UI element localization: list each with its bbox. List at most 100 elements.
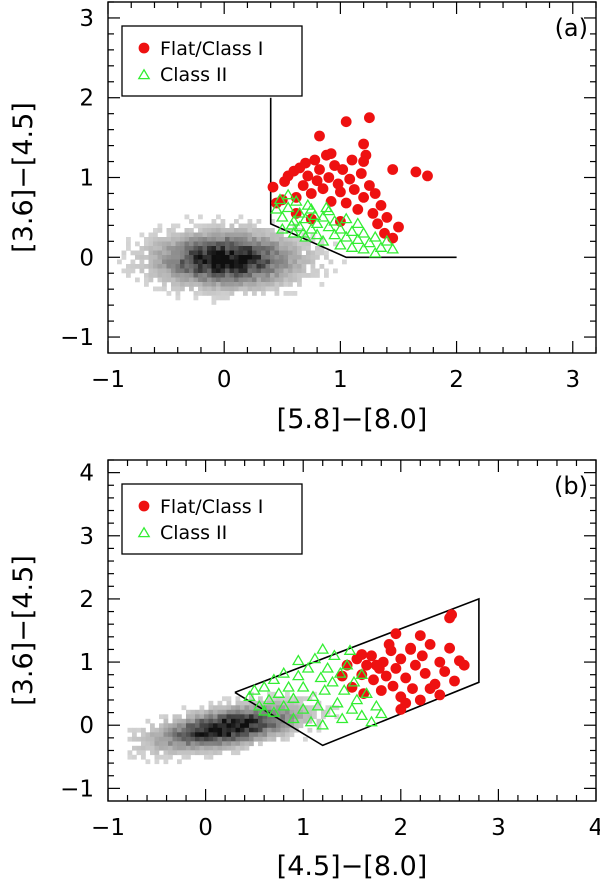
- data-point-class-ii: [277, 699, 291, 711]
- data-point-class-i: [458, 659, 470, 671]
- data-point-class-i: [375, 200, 387, 211]
- data-point-class-ii: [273, 193, 287, 205]
- data-point-class-i: [405, 642, 416, 654]
- data-point-class-i: [367, 208, 379, 219]
- data-point-class-i: [305, 188, 317, 199]
- data-point-class-ii: [252, 699, 266, 711]
- data-point-class-i: [346, 154, 358, 166]
- data-point-class-ii: [243, 690, 256, 702]
- y-tick-label: 0: [79, 713, 94, 739]
- data-point-class-i: [361, 659, 372, 671]
- legend-label-class-i: Flat/Class I: [160, 496, 263, 518]
- legend-label-class-ii: Class II: [160, 64, 227, 86]
- data-point-class-i: [364, 180, 375, 191]
- data-point-class-i: [352, 204, 364, 215]
- data-point-class-ii: [281, 188, 295, 200]
- data-point-class-i: [302, 170, 314, 182]
- data-point-class-ii: [311, 699, 325, 711]
- data-point-class-i: [419, 668, 431, 679]
- data-point-class-ii: [296, 702, 310, 714]
- data-point-class-ii: [343, 644, 357, 655]
- data-point-class-i: [311, 175, 323, 187]
- background-density: [127, 691, 340, 765]
- data-point-class-ii: [355, 668, 369, 679]
- data-point-class-ii: [310, 228, 324, 240]
- data-point-class-ii: [365, 715, 378, 727]
- data-point-class-ii: [339, 212, 353, 224]
- y-tick-label: 1: [79, 166, 94, 192]
- data-point-class-i: [449, 675, 460, 687]
- data-point-class-ii: [257, 680, 271, 692]
- data-point-class-i: [390, 628, 402, 640]
- data-point-class-ii: [248, 684, 261, 695]
- data-point-class-ii: [331, 696, 344, 708]
- data-point-class-ii: [287, 692, 300, 703]
- plot-frame: [107, 459, 597, 802]
- data-point-class-i: [410, 166, 422, 178]
- data-point-class-i: [335, 186, 346, 198]
- data-point-class-i: [410, 659, 421, 671]
- data-point-class-i: [381, 212, 393, 223]
- data-point-class-i: [267, 181, 279, 193]
- series-class-ii: [243, 642, 388, 730]
- data-point-class-ii: [326, 675, 339, 687]
- data-point-class-i: [380, 670, 392, 682]
- data-point-class-i: [364, 112, 375, 124]
- x-tick-label: 1: [296, 815, 311, 841]
- data-point-class-ii: [257, 704, 271, 716]
- data-point-class-ii: [347, 675, 361, 687]
- data-point-class-i: [383, 639, 395, 650]
- legend: Flat/Class I Class II: [121, 25, 303, 97]
- data-point-class-ii: [324, 706, 337, 717]
- data-point-class-ii: [334, 222, 347, 234]
- data-point-class-i: [340, 116, 352, 128]
- data-point-class-ii: [316, 642, 330, 654]
- y-axis-label: [3.6]−[4.5]: [8, 102, 39, 253]
- data-point-class-ii: [291, 669, 305, 681]
- data-point-class-ii: [293, 206, 307, 218]
- x-tick-label: −1: [91, 815, 125, 841]
- data-point-class-i: [323, 172, 335, 183]
- data-point-class-ii: [357, 226, 370, 238]
- data-point-class-ii: [306, 690, 320, 702]
- data-point-class-i: [300, 157, 311, 169]
- data-point-class-i: [400, 672, 412, 684]
- data-point-class-ii: [340, 658, 354, 670]
- data-point-class-ii: [282, 680, 295, 692]
- data-point-class-i: [355, 168, 367, 179]
- x-tick-label: 2: [393, 815, 408, 841]
- data-point-class-ii: [304, 222, 318, 234]
- data-point-class-i: [393, 221, 404, 233]
- x-axis-label: [4.5]−[8.0]: [277, 851, 428, 882]
- x-tick-label: 4: [589, 815, 600, 841]
- data-point-class-ii: [316, 210, 330, 222]
- y-tick-label: −1: [60, 776, 94, 802]
- data-point-class-i: [340, 197, 352, 209]
- data-point-class-i: [371, 659, 382, 671]
- data-point-class-ii: [335, 712, 349, 724]
- legend: Flat/Class I Class II: [121, 483, 303, 555]
- data-point-class-ii: [386, 242, 400, 254]
- data-point-class-ii: [328, 214, 341, 226]
- x-tick-label: 1: [333, 367, 348, 393]
- x-tick-label: 0: [217, 367, 232, 393]
- legend-marker-class-i: [138, 42, 150, 54]
- data-point-class-i: [444, 642, 455, 654]
- data-point-class-ii: [277, 666, 291, 678]
- data-point-class-ii: [275, 222, 289, 234]
- data-point-class-ii: [345, 225, 359, 237]
- y-tick-label: 3: [79, 6, 94, 32]
- data-point-class-ii: [287, 226, 301, 238]
- data-point-class-i: [439, 666, 451, 677]
- data-point-class-ii: [301, 198, 315, 210]
- data-point-class-i: [314, 130, 325, 142]
- data-point-class-i: [356, 649, 368, 660]
- data-point-class-ii: [316, 234, 330, 246]
- data-point-class-ii: [328, 649, 341, 661]
- y-tick-label: 1: [79, 650, 94, 676]
- data-point-class-ii: [322, 220, 336, 232]
- data-point-class-i: [368, 674, 379, 686]
- data-point-class-i: [356, 669, 368, 681]
- x-tick-label: 2: [449, 367, 464, 393]
